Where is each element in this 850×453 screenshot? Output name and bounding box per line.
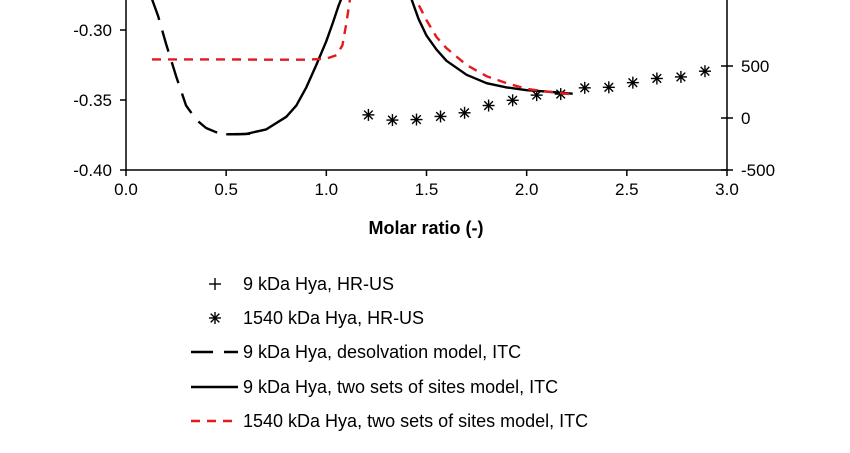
legend: 9 kDa Hya, HR-US 1540 kDa Hya, HR-US 9 kDa… bbox=[191, 274, 588, 431]
series-1-point-2 bbox=[410, 113, 423, 126]
legend-item-1: 1540 kDa Hya, HR-US bbox=[209, 308, 424, 328]
series-1-point-10 bbox=[602, 81, 615, 94]
series-1-point-4 bbox=[458, 106, 471, 119]
legend-item-2: 9 kDa Hya, desolvation model, ITC bbox=[191, 342, 521, 362]
x-tick-label-3: 1.5 bbox=[415, 180, 439, 199]
x-tick-label-2: 1.0 bbox=[315, 180, 339, 199]
series-1-point-14 bbox=[698, 65, 711, 78]
legend-item-0: 9 kDa Hya, HR-US bbox=[209, 274, 394, 294]
series-1-point-11 bbox=[626, 76, 639, 89]
legend-item-3: 9 kDa Hya, two sets of sites model, ITC bbox=[191, 377, 558, 397]
y-right-tick-label-1: 0 bbox=[741, 109, 750, 128]
x-tick-label-5: 2.5 bbox=[615, 180, 639, 199]
x-axis-title: Molar ratio (-) bbox=[369, 218, 484, 238]
series-line-3 bbox=[226, 0, 573, 136]
legend-label-0: 9 kDa Hya, HR-US bbox=[243, 274, 394, 294]
series-1-point-12 bbox=[650, 72, 663, 85]
x-tick-label-4: 2.0 bbox=[515, 180, 539, 199]
legend-label-3: 9 kDa Hya, two sets of sites model, ITC bbox=[243, 377, 558, 397]
series-1-point-0 bbox=[362, 108, 375, 121]
plot-area bbox=[151, 0, 711, 136]
series-1-point-9 bbox=[578, 81, 591, 94]
series-1-point-5 bbox=[482, 99, 495, 112]
series-1-point-3 bbox=[434, 110, 447, 123]
axes bbox=[125, 0, 728, 171]
x-tick-label-1: 0.5 bbox=[214, 180, 238, 199]
y-right-tick-label-0: 500 bbox=[741, 57, 769, 76]
series-line-2 bbox=[151, 0, 257, 136]
ticks: 0.0 0.5 1.0 1.5 2.0 2.5 3.0 -0.30 -0.35 -0.40 500 0… bbox=[73, 21, 775, 199]
legend-swatch-0 bbox=[209, 278, 221, 290]
series-line-4 bbox=[152, 0, 573, 96]
series-1-point-6 bbox=[506, 94, 519, 107]
legend-label-4: 1540 kDa Hya, two sets of sites model, I… bbox=[243, 411, 588, 431]
x-tick-label-0: 0.0 bbox=[114, 180, 138, 199]
y-left-tick-label-2: -0.40 bbox=[73, 161, 112, 180]
legend-item-4: 1540 kDa Hya, two sets of sites model, I… bbox=[191, 411, 588, 431]
legend-label-2: 9 kDa Hya, desolvation model, ITC bbox=[243, 342, 521, 362]
legend-swatch-1 bbox=[209, 312, 221, 324]
series-1-point-13 bbox=[674, 70, 687, 83]
series-1-point-1 bbox=[386, 114, 399, 127]
y-left-tick-label-1: -0.35 bbox=[73, 91, 112, 110]
x-tick-label-6: 3.0 bbox=[715, 180, 739, 199]
y-left-tick-label-0: -0.30 bbox=[73, 21, 112, 40]
legend-label-1: 1540 kDa Hya, HR-US bbox=[243, 308, 424, 328]
y-right-tick-label-2: -500 bbox=[741, 161, 775, 180]
